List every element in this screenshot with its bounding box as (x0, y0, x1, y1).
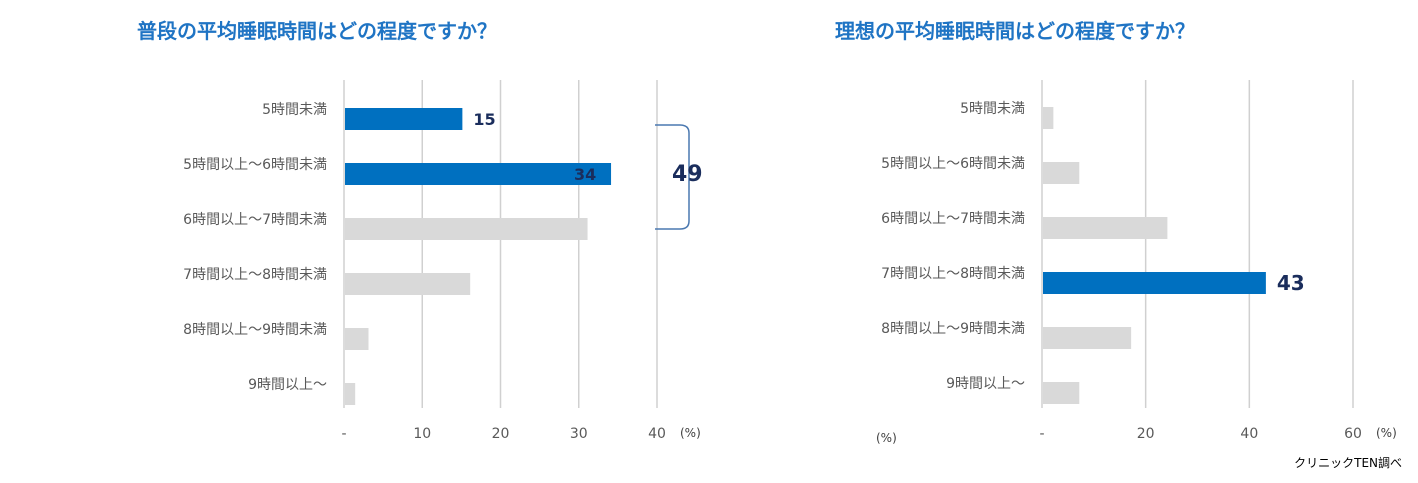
bar (1043, 382, 1080, 404)
x-tick-label: - (1039, 426, 1044, 442)
chart-title: 普段の平均睡眠時間はどの程度ですか？ (137, 19, 497, 43)
bar (345, 328, 369, 350)
chart-ideal-sleep: 理想の平均睡眠時間はどの程度ですか？ - 20 40 60 (%) (%) 5時間未満 5時間以… (835, 19, 1397, 445)
data-label: 34 (574, 165, 596, 184)
category-label: 7時間以上～8時間未満 (183, 267, 327, 283)
category-label: 5時間未満 (960, 101, 1025, 117)
bar (1043, 162, 1080, 184)
category-label: 6時間以上～7時間未満 (881, 211, 1025, 227)
category-label: 6時間以上～7時間未満 (183, 212, 327, 228)
bar (345, 383, 356, 405)
x-tick-label: 30 (570, 426, 588, 442)
category-label: 8時間以上～9時間未満 (881, 321, 1025, 337)
sum-bracket (655, 124, 690, 230)
category-label: 9時間以上～ (248, 377, 327, 393)
x-tick-label: 40 (1240, 426, 1258, 442)
category-label: 5時間未満 (262, 102, 327, 118)
unit-label-left: (%) (876, 431, 897, 445)
sum-annotation: 49 (672, 162, 703, 187)
x-tick-label: - (341, 426, 346, 442)
bar (1043, 217, 1168, 239)
chart-usual-sleep: 普段の平均睡眠時間はどの程度ですか？ - 10 20 30 40 (%) 5時間未満 15 5時間… (137, 19, 703, 442)
x-tick-label: 10 (413, 426, 431, 442)
category-label: 5時間以上～6時間未満 (183, 157, 327, 173)
bar (1043, 272, 1266, 294)
data-label: 15 (473, 110, 495, 129)
unit-label: (%) (680, 426, 701, 440)
source-note: クリニックTEN調べ (1294, 456, 1402, 470)
category-label: 7時間以上～8時間未満 (881, 266, 1025, 282)
x-tick-label: 40 (648, 426, 666, 442)
category-label: 5時間以上～6時間未満 (881, 156, 1025, 172)
data-label: 43 (1277, 271, 1305, 295)
x-tick-label: 60 (1344, 426, 1362, 442)
x-tick-label: 20 (492, 426, 510, 442)
bar (345, 108, 463, 130)
bar (1043, 327, 1132, 349)
category-label: 8時間以上～9時間未満 (183, 322, 327, 338)
chart-title: 理想の平均睡眠時間はどの程度ですか？ (835, 19, 1195, 43)
unit-label: (%) (1376, 426, 1397, 440)
category-label: 9時間以上～ (946, 376, 1025, 392)
x-tick-label: 20 (1137, 426, 1155, 442)
bar (345, 218, 588, 240)
bar (1043, 107, 1054, 129)
bar (345, 163, 612, 185)
bar (345, 273, 471, 295)
